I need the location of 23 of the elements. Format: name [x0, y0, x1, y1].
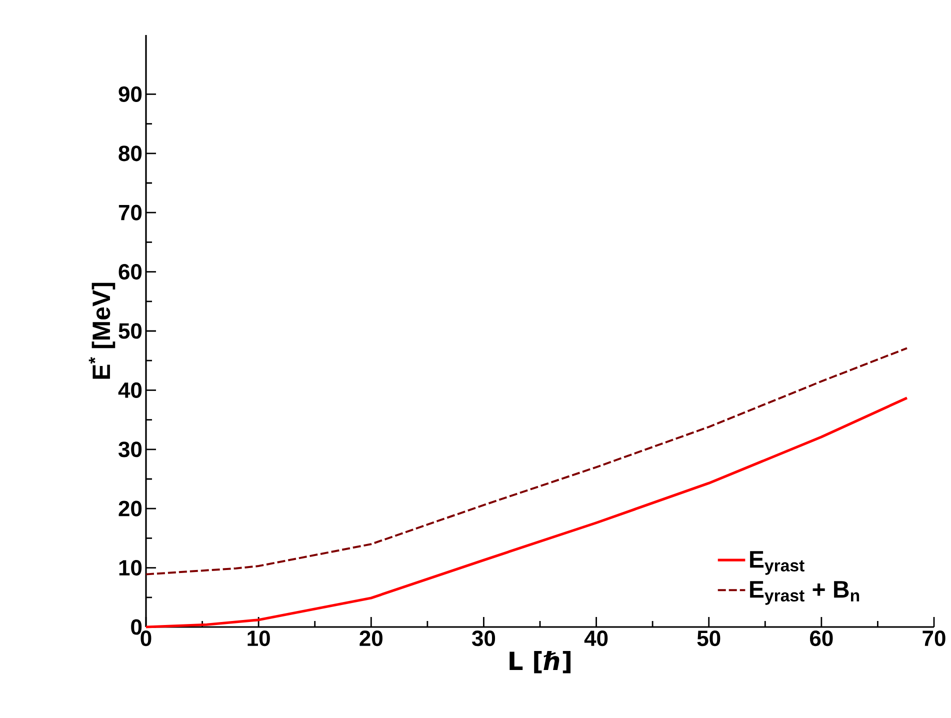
- legend-label: E$_{yrast}$: [750, 551, 804, 575]
- x-tick-label: 70: [922, 630, 946, 646]
- y-tick-label: 80: [118, 146, 142, 162]
- line-series: [144, 396, 908, 628]
- y-tick-label: 70: [118, 204, 142, 220]
- x-tick-label: 60: [810, 630, 833, 646]
- x-axis-title: L [ℏ]: [510, 651, 570, 674]
- y-tick-label: 0: [131, 619, 142, 635]
- y-tick-label: 90: [118, 86, 142, 102]
- y-axis-title: E$^{*}$ [MeV]: [88, 282, 116, 379]
- x-tick-label: 10: [248, 630, 270, 646]
- y-tick-label: 10: [119, 560, 142, 576]
- x-tick-label: 50: [697, 630, 720, 646]
- y-tick-label: 50: [118, 323, 142, 339]
- line-series: [145, 347, 908, 576]
- x-tick-label: 30: [472, 630, 496, 646]
- y-tick-label: 60: [118, 264, 142, 280]
- y-tick-label: 40: [118, 382, 142, 398]
- x-tick-label: 20: [360, 630, 382, 646]
- x-tick-label: 40: [584, 630, 608, 646]
- y-tick-label: 20: [118, 500, 142, 516]
- legend-label: E$_{yrast}$ + B$_{n}$: [750, 581, 860, 605]
- y-tick-label: 30: [118, 442, 142, 458]
